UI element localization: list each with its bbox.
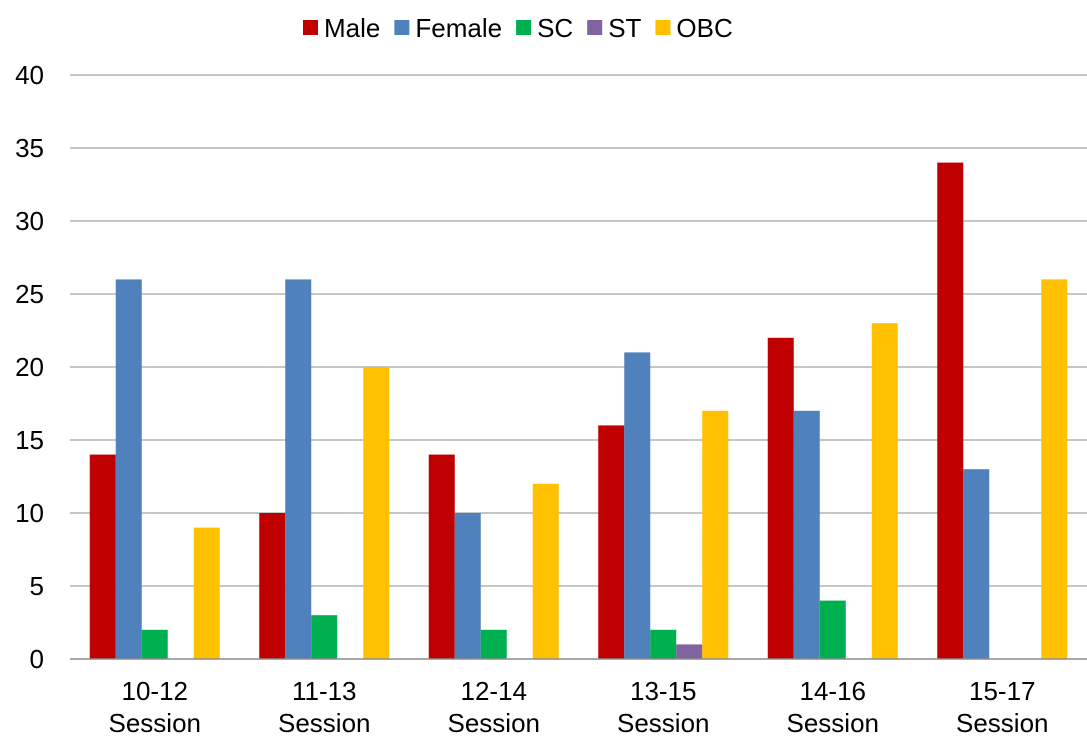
x-tick-label: 10-12 [122, 676, 189, 706]
legend-label-sc: SC [537, 13, 573, 43]
bar-female [115, 279, 142, 659]
y-tick-label: 5 [30, 571, 44, 601]
bar-obc [532, 483, 559, 659]
x-tick-label: Session [787, 708, 880, 738]
bar-sc [819, 600, 846, 659]
bar-sc [141, 629, 168, 659]
bar-obc [871, 323, 898, 659]
bar-male [937, 162, 964, 659]
x-axis-labels: 10-12Session11-13Session12-14Session13-1… [109, 676, 1049, 738]
legend-label-male: Male [324, 13, 380, 43]
y-tick-label: 0 [30, 644, 44, 674]
x-tick-label: Session [109, 708, 202, 738]
legend-label-female: Female [415, 13, 502, 43]
bar-female [793, 410, 820, 659]
y-tick-label: 25 [15, 279, 44, 309]
x-tick-label: 12-14 [461, 676, 528, 706]
bar-female [963, 469, 990, 659]
y-tick-label: 40 [15, 60, 44, 90]
bar-female [624, 352, 651, 659]
x-tick-label: 13-15 [630, 676, 697, 706]
bar-st [676, 644, 703, 659]
legend-swatch-obc [655, 20, 671, 35]
y-axis-ticks: 0 5 10 15 20 25 30 35 40 [15, 60, 44, 674]
legend-swatch-st [587, 20, 603, 35]
y-tick-label: 20 [15, 352, 44, 382]
legend-label-st: ST [608, 13, 641, 43]
x-tick-label: 14-16 [800, 676, 867, 706]
bar-male [89, 454, 116, 659]
bar-female [454, 513, 481, 659]
bar-female [285, 279, 312, 659]
bar-sc [311, 615, 338, 659]
legend-swatch-sc [516, 20, 532, 35]
y-tick-label: 15 [15, 425, 44, 455]
bar-male [428, 454, 455, 659]
bar-obc [702, 410, 729, 659]
bars [89, 162, 1068, 659]
legend-swatch-male [303, 20, 318, 35]
x-tick-label: 15-17 [969, 676, 1036, 706]
gridlines [70, 74, 1087, 587]
bar-sc [480, 629, 507, 659]
x-tick-label: Session [448, 708, 541, 738]
bar-obc [363, 367, 390, 659]
bar-male [767, 337, 794, 659]
y-tick-label: 30 [15, 206, 44, 236]
bar-obc [1041, 279, 1068, 659]
bar-obc [193, 527, 220, 659]
bar-male [259, 513, 286, 659]
bar-male [598, 425, 625, 659]
x-tick-label: Session [956, 708, 1049, 738]
x-tick-label: Session [278, 708, 371, 738]
x-tick-label: Session [617, 708, 710, 738]
bar-sc [650, 629, 677, 659]
legend: Male Female SC ST OBC [303, 13, 733, 43]
y-tick-label: 10 [15, 498, 44, 528]
x-tick-label: 11-13 [292, 676, 357, 706]
y-tick-label: 35 [15, 133, 44, 163]
legend-label-obc: OBC [676, 13, 732, 43]
legend-swatch-female [394, 20, 410, 35]
